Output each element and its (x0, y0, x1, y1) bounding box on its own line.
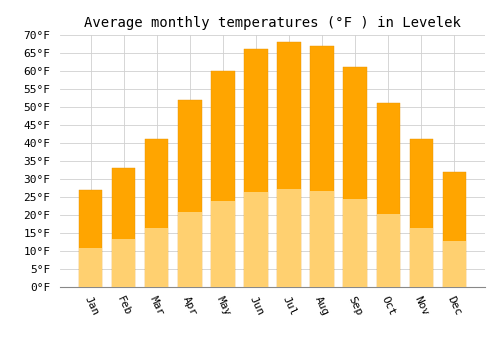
Bar (376, 214, 400, 287)
Bar (212, 201, 234, 287)
Bar (310, 190, 334, 287)
Bar (146, 228, 169, 287)
Bar (112, 239, 136, 287)
Bar (112, 168, 136, 287)
Bar (376, 103, 400, 287)
Bar (310, 46, 334, 287)
Bar (278, 42, 300, 287)
Bar (442, 241, 466, 287)
Bar (146, 139, 169, 287)
Bar (244, 49, 268, 287)
Bar (344, 68, 366, 287)
Bar (244, 192, 268, 287)
Bar (80, 190, 102, 287)
Bar (278, 189, 300, 287)
Bar (344, 199, 366, 287)
Bar (178, 100, 202, 287)
Bar (442, 172, 466, 287)
Title: Average monthly temperatures (°F ) in Levelek: Average monthly temperatures (°F ) in Le… (84, 16, 461, 30)
Bar (410, 139, 432, 287)
Bar (80, 248, 102, 287)
Bar (178, 212, 202, 287)
Bar (410, 228, 432, 287)
Bar (212, 71, 234, 287)
